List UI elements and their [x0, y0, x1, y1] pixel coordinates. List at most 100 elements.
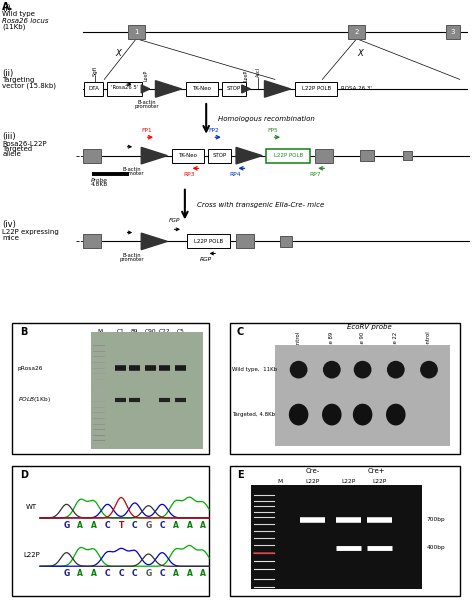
Text: promoter: promoter: [119, 257, 144, 261]
Ellipse shape: [387, 361, 405, 379]
Text: SgfI: SgfI: [92, 65, 97, 76]
Ellipse shape: [420, 361, 438, 379]
Text: STOP: STOP: [227, 87, 241, 91]
Ellipse shape: [353, 404, 373, 425]
FancyBboxPatch shape: [187, 234, 230, 249]
Text: (11Kb): (11Kb): [2, 24, 26, 30]
Text: FGP: FGP: [169, 218, 180, 223]
Text: Rosa26 locus: Rosa26 locus: [2, 18, 49, 24]
Text: L22P: L22P: [341, 479, 356, 484]
Text: B-actin: B-actin: [122, 252, 141, 258]
Text: Homologous recombination: Homologous recombination: [218, 116, 315, 122]
Text: A: A: [77, 569, 83, 578]
FancyBboxPatch shape: [11, 324, 209, 454]
Text: L22P: L22P: [306, 479, 320, 484]
Text: A: A: [186, 569, 192, 578]
Text: $\it{POLB}$(1Kb): $\it{POLB}$(1Kb): [18, 395, 51, 404]
Text: Cre-: Cre-: [306, 468, 320, 474]
FancyBboxPatch shape: [84, 82, 103, 96]
FancyBboxPatch shape: [230, 324, 460, 454]
Polygon shape: [236, 148, 262, 164]
Text: C: C: [105, 521, 110, 530]
Text: C: C: [132, 521, 137, 530]
Polygon shape: [141, 85, 150, 93]
Text: promoter: promoter: [119, 171, 144, 176]
Text: A.: A.: [2, 2, 14, 11]
Text: Wild type,  11Kb: Wild type, 11Kb: [232, 367, 277, 372]
Ellipse shape: [386, 404, 406, 425]
Text: Rosa26-L22P: Rosa26-L22P: [2, 141, 47, 147]
Text: L22P: L22P: [372, 479, 386, 484]
Ellipse shape: [289, 404, 309, 425]
Text: C22: C22: [159, 329, 170, 334]
FancyBboxPatch shape: [266, 149, 310, 163]
Text: 89: 89: [131, 329, 138, 334]
Text: mice: mice: [2, 235, 19, 241]
Text: X: X: [116, 50, 121, 59]
Text: (iii): (iii): [2, 132, 16, 142]
FancyBboxPatch shape: [251, 485, 422, 589]
Text: Clone 22: Clone 22: [393, 332, 398, 355]
Ellipse shape: [290, 361, 308, 379]
Text: C1: C1: [117, 329, 125, 334]
Polygon shape: [155, 80, 182, 97]
FancyBboxPatch shape: [222, 82, 246, 96]
Text: 2: 2: [355, 29, 359, 34]
Text: C: C: [237, 327, 244, 338]
Text: 4.8KB: 4.8KB: [91, 182, 108, 187]
Text: 'Rosa26 5': 'Rosa26 5': [111, 85, 138, 90]
Text: RGP: RGP: [200, 257, 212, 261]
Text: G: G: [64, 521, 70, 530]
FancyBboxPatch shape: [128, 25, 145, 39]
Text: 1: 1: [134, 29, 138, 34]
Text: C: C: [105, 569, 110, 578]
Text: Clone 90: Clone 90: [360, 332, 365, 355]
Text: A: A: [173, 521, 179, 530]
Text: LoxP: LoxP: [144, 70, 148, 81]
FancyBboxPatch shape: [280, 236, 292, 247]
Text: A: A: [200, 521, 206, 530]
Text: RP7: RP7: [310, 172, 321, 177]
Text: A: A: [186, 521, 192, 530]
Text: M: M: [277, 479, 282, 484]
Text: A: A: [173, 569, 179, 578]
Text: B-actin: B-actin: [122, 167, 141, 172]
FancyBboxPatch shape: [403, 151, 412, 160]
Text: Cross with transgenic EIIa-Cre- mice: Cross with transgenic EIIa-Cre- mice: [197, 201, 324, 208]
FancyBboxPatch shape: [107, 82, 142, 96]
Text: vector (15.8kb): vector (15.8kb): [2, 82, 56, 89]
Polygon shape: [264, 80, 291, 97]
Text: EcoRV probe: EcoRV probe: [347, 324, 392, 330]
Polygon shape: [141, 233, 167, 250]
Text: (iv): (iv): [2, 220, 16, 229]
FancyBboxPatch shape: [230, 466, 460, 597]
FancyBboxPatch shape: [11, 466, 209, 597]
FancyBboxPatch shape: [91, 332, 203, 351]
FancyBboxPatch shape: [172, 149, 204, 163]
Text: 700bp: 700bp: [427, 517, 446, 523]
FancyBboxPatch shape: [83, 149, 101, 163]
FancyBboxPatch shape: [446, 25, 460, 39]
Text: Probe: Probe: [91, 178, 108, 183]
Text: G: G: [146, 521, 152, 530]
Text: G: G: [64, 569, 70, 578]
Text: RP3: RP3: [183, 172, 194, 177]
Text: WT: WT: [26, 504, 37, 510]
Text: AscI: AscI: [256, 67, 261, 77]
Text: TK-Neo: TK-Neo: [178, 153, 197, 158]
Text: TK-Neo: TK-Neo: [192, 87, 211, 91]
Text: Targeted, 4.8Kb: Targeted, 4.8Kb: [232, 412, 275, 417]
Text: B-actin: B-actin: [137, 100, 156, 105]
Text: T: T: [118, 521, 124, 530]
FancyBboxPatch shape: [236, 234, 254, 249]
Text: ROSA 26 3': ROSA 26 3': [341, 87, 372, 91]
Text: X: X: [357, 50, 363, 59]
Text: promoter: promoter: [135, 104, 159, 109]
Text: D: D: [20, 469, 27, 480]
Polygon shape: [141, 148, 167, 164]
Text: DTA: DTA: [89, 87, 99, 91]
Text: M: M: [98, 329, 103, 334]
Text: C90: C90: [144, 329, 156, 334]
Text: B: B: [20, 327, 27, 338]
Text: C: C: [118, 569, 124, 578]
